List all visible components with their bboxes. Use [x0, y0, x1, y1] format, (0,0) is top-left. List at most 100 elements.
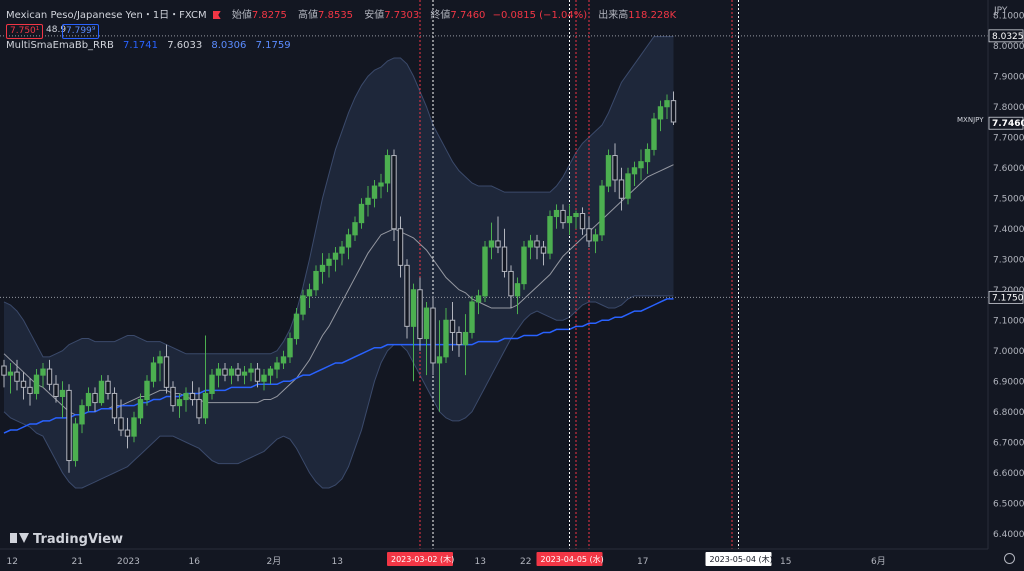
candle-body[interactable] — [586, 228, 592, 242]
candle-body[interactable] — [612, 155, 618, 181]
candle-body[interactable] — [105, 380, 111, 394]
candle-body[interactable] — [488, 240, 495, 248]
candle-body[interactable] — [631, 167, 638, 175]
candle-body[interactable] — [573, 213, 579, 218]
gear-icon[interactable] — [1004, 553, 1015, 564]
indicator-legend[interactable]: MultiSmaEmaBb_RRB 7.1741 7.6033 8.0306 7… — [6, 40, 291, 51]
candle-body[interactable] — [72, 423, 79, 462]
candle-body[interactable] — [436, 356, 443, 364]
candle-body[interactable] — [124, 429, 131, 437]
candle-body[interactable] — [566, 216, 573, 224]
candle-body[interactable] — [365, 197, 371, 205]
candle-body[interactable] — [326, 258, 332, 266]
candle-body[interactable] — [280, 356, 287, 364]
candle-body[interactable] — [313, 270, 319, 291]
candle-body[interactable] — [163, 356, 170, 388]
candle-body[interactable] — [300, 295, 306, 315]
candle-body[interactable] — [254, 368, 261, 382]
candle-body[interactable] — [319, 264, 326, 272]
candle-body[interactable] — [514, 283, 521, 297]
candle-body[interactable] — [241, 371, 248, 376]
candle-body[interactable] — [267, 368, 274, 376]
candle-body[interactable] — [638, 161, 644, 169]
candle-body[interactable] — [339, 246, 345, 254]
symbol-title[interactable]: Mexican Peso/Japanese Yen・1日・FXCM — [6, 10, 207, 21]
candle-body[interactable] — [150, 362, 157, 382]
candle-body[interactable] — [417, 289, 423, 340]
candle-body[interactable] — [20, 380, 27, 388]
candle-body[interactable] — [118, 417, 124, 431]
candle-body[interactable] — [397, 228, 404, 266]
candle-body[interactable] — [274, 362, 280, 370]
candle-body[interactable] — [449, 319, 456, 333]
candle-body[interactable] — [430, 307, 436, 364]
candle-body[interactable] — [378, 182, 384, 187]
candle-body[interactable] — [345, 234, 352, 248]
price-axis[interactable] — [988, 0, 1024, 571]
candle-body[interactable] — [579, 213, 586, 230]
candle-body[interactable] — [7, 371, 14, 376]
candle-body[interactable] — [371, 185, 378, 199]
candle-body[interactable] — [183, 392, 189, 401]
candle-body[interactable] — [501, 246, 508, 272]
candle-body[interactable] — [462, 331, 469, 346]
time-axis[interactable] — [0, 549, 988, 571]
candle-body[interactable] — [410, 289, 417, 327]
candle-body[interactable] — [176, 399, 183, 407]
candle-body[interactable] — [664, 100, 670, 108]
candle-body[interactable] — [482, 246, 488, 297]
candle-body[interactable] — [527, 240, 534, 248]
candle-body[interactable] — [40, 368, 46, 376]
candle-body[interactable] — [423, 307, 430, 340]
candle-body[interactable] — [605, 155, 612, 187]
candle-body[interactable] — [508, 270, 514, 297]
candle-body[interactable] — [560, 209, 566, 224]
candle-body[interactable] — [144, 380, 150, 401]
candle-body[interactable] — [534, 240, 540, 248]
candle-body[interactable] — [92, 392, 98, 404]
candle-body[interactable] — [196, 399, 202, 419]
candle-body[interactable] — [79, 405, 85, 425]
candle-body[interactable] — [111, 392, 118, 419]
sell-button[interactable]: 7.750¹ — [6, 24, 44, 39]
candle-body[interactable] — [352, 222, 358, 236]
candle-body[interactable] — [644, 148, 651, 163]
candle-body[interactable] — [98, 380, 105, 404]
candle-body[interactable] — [475, 295, 482, 303]
currency-selector[interactable]: JPY — [994, 6, 1008, 16]
candle-body[interactable] — [59, 389, 66, 397]
candle-body[interactable] — [293, 313, 300, 340]
candle-body[interactable] — [248, 368, 254, 373]
candle-body[interactable] — [547, 216, 553, 254]
candle-body[interactable] — [469, 301, 475, 333]
candle-body[interactable] — [625, 173, 631, 199]
candle-body[interactable] — [222, 368, 228, 376]
candle-body[interactable] — [332, 252, 339, 260]
candle-body[interactable] — [391, 155, 397, 230]
candle-body[interactable] — [85, 392, 92, 407]
candle-body[interactable] — [521, 246, 527, 285]
candle-body[interactable] — [131, 417, 137, 437]
candle-body[interactable] — [651, 118, 657, 150]
buy-button[interactable]: 7.799⁹ — [62, 24, 100, 39]
candle-body[interactable] — [170, 386, 176, 407]
candle-body[interactable] — [456, 331, 462, 346]
candle-body[interactable] — [384, 155, 391, 184]
candle-body[interactable] — [670, 100, 677, 123]
candle-body[interactable] — [157, 356, 163, 364]
candle-body[interactable] — [228, 368, 235, 376]
candle-body[interactable] — [287, 338, 293, 358]
candle-body[interactable] — [358, 203, 365, 224]
candle-body[interactable] — [46, 368, 53, 385]
candle-body[interactable] — [657, 106, 664, 120]
candle-body[interactable] — [404, 264, 410, 327]
candle-body[interactable] — [592, 234, 599, 242]
candle-body[interactable] — [215, 368, 222, 376]
candle-body[interactable] — [33, 374, 40, 394]
candle-body[interactable] — [14, 371, 20, 382]
candle-body[interactable] — [599, 185, 605, 236]
candle-body[interactable] — [618, 179, 625, 199]
candle-body[interactable] — [306, 289, 313, 297]
candle-body[interactable] — [53, 383, 59, 397]
